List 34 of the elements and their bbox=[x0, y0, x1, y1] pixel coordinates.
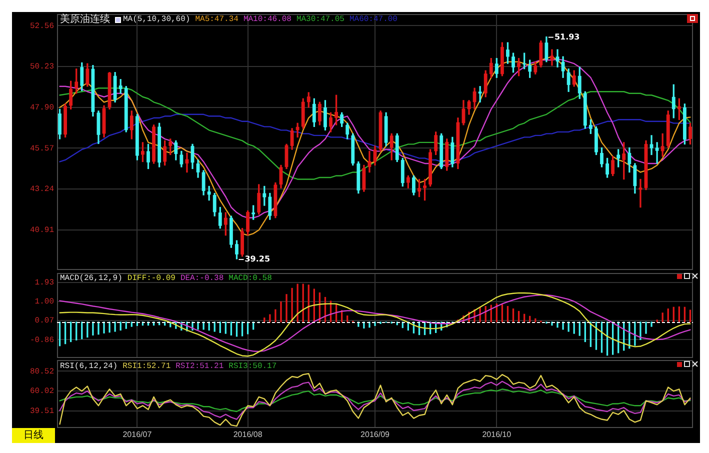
y-tick-label: 50.23 bbox=[30, 62, 54, 72]
legend-title: RSI(6,12,24) bbox=[60, 361, 118, 372]
legend-title: MA(5,10,30,60) bbox=[123, 14, 190, 25]
text: RSI3:50.17 bbox=[228, 361, 277, 372]
legend-title: MACD(26,12,9) bbox=[60, 273, 122, 284]
x-tick-label: 2016/10 bbox=[482, 430, 512, 440]
chart-title: 美原油连续 bbox=[60, 14, 110, 25]
y-tick-label: 43.24 bbox=[30, 185, 54, 194]
annotation: 51.93 bbox=[554, 32, 580, 42]
y-tick-label: 52.56 bbox=[30, 22, 54, 31]
y-tick-label: 80.52 bbox=[30, 367, 54, 376]
text: MACD:0.58 bbox=[228, 273, 272, 284]
text: MA60:47.00 bbox=[349, 14, 398, 25]
x-tick-label: 2016/07 bbox=[122, 430, 152, 440]
y-tick-label: -0.86 bbox=[30, 336, 54, 345]
y-tick-label: 0.07 bbox=[34, 316, 54, 326]
text: 日线 bbox=[12, 428, 55, 443]
text: DIFF:-0.09 bbox=[127, 273, 176, 284]
y-tick-label: 40.91 bbox=[30, 226, 54, 235]
text: RSI2:51.21 bbox=[176, 361, 224, 372]
x-tick-label: 2016/08 bbox=[233, 430, 263, 440]
y-tick-label: 1.93 bbox=[34, 278, 54, 288]
text: MA30:47.05 bbox=[296, 14, 344, 25]
text: DEA:-0.38 bbox=[180, 273, 224, 284]
y-tick-label: 60.02 bbox=[30, 387, 54, 396]
annotation: 39.25 bbox=[244, 254, 270, 264]
y-tick-label: 47.90 bbox=[30, 104, 54, 113]
y-tick-label: 39.51 bbox=[30, 407, 54, 416]
text: MA5:47.34 bbox=[195, 14, 238, 25]
x-tick-label: 2016/09 bbox=[360, 430, 390, 440]
y-tick-label: 1.00 bbox=[34, 298, 54, 307]
y-tick-label: 45.57 bbox=[30, 144, 54, 154]
text: RSI1:52.71 bbox=[122, 361, 171, 372]
text: MA10:46.08 bbox=[243, 14, 292, 25]
